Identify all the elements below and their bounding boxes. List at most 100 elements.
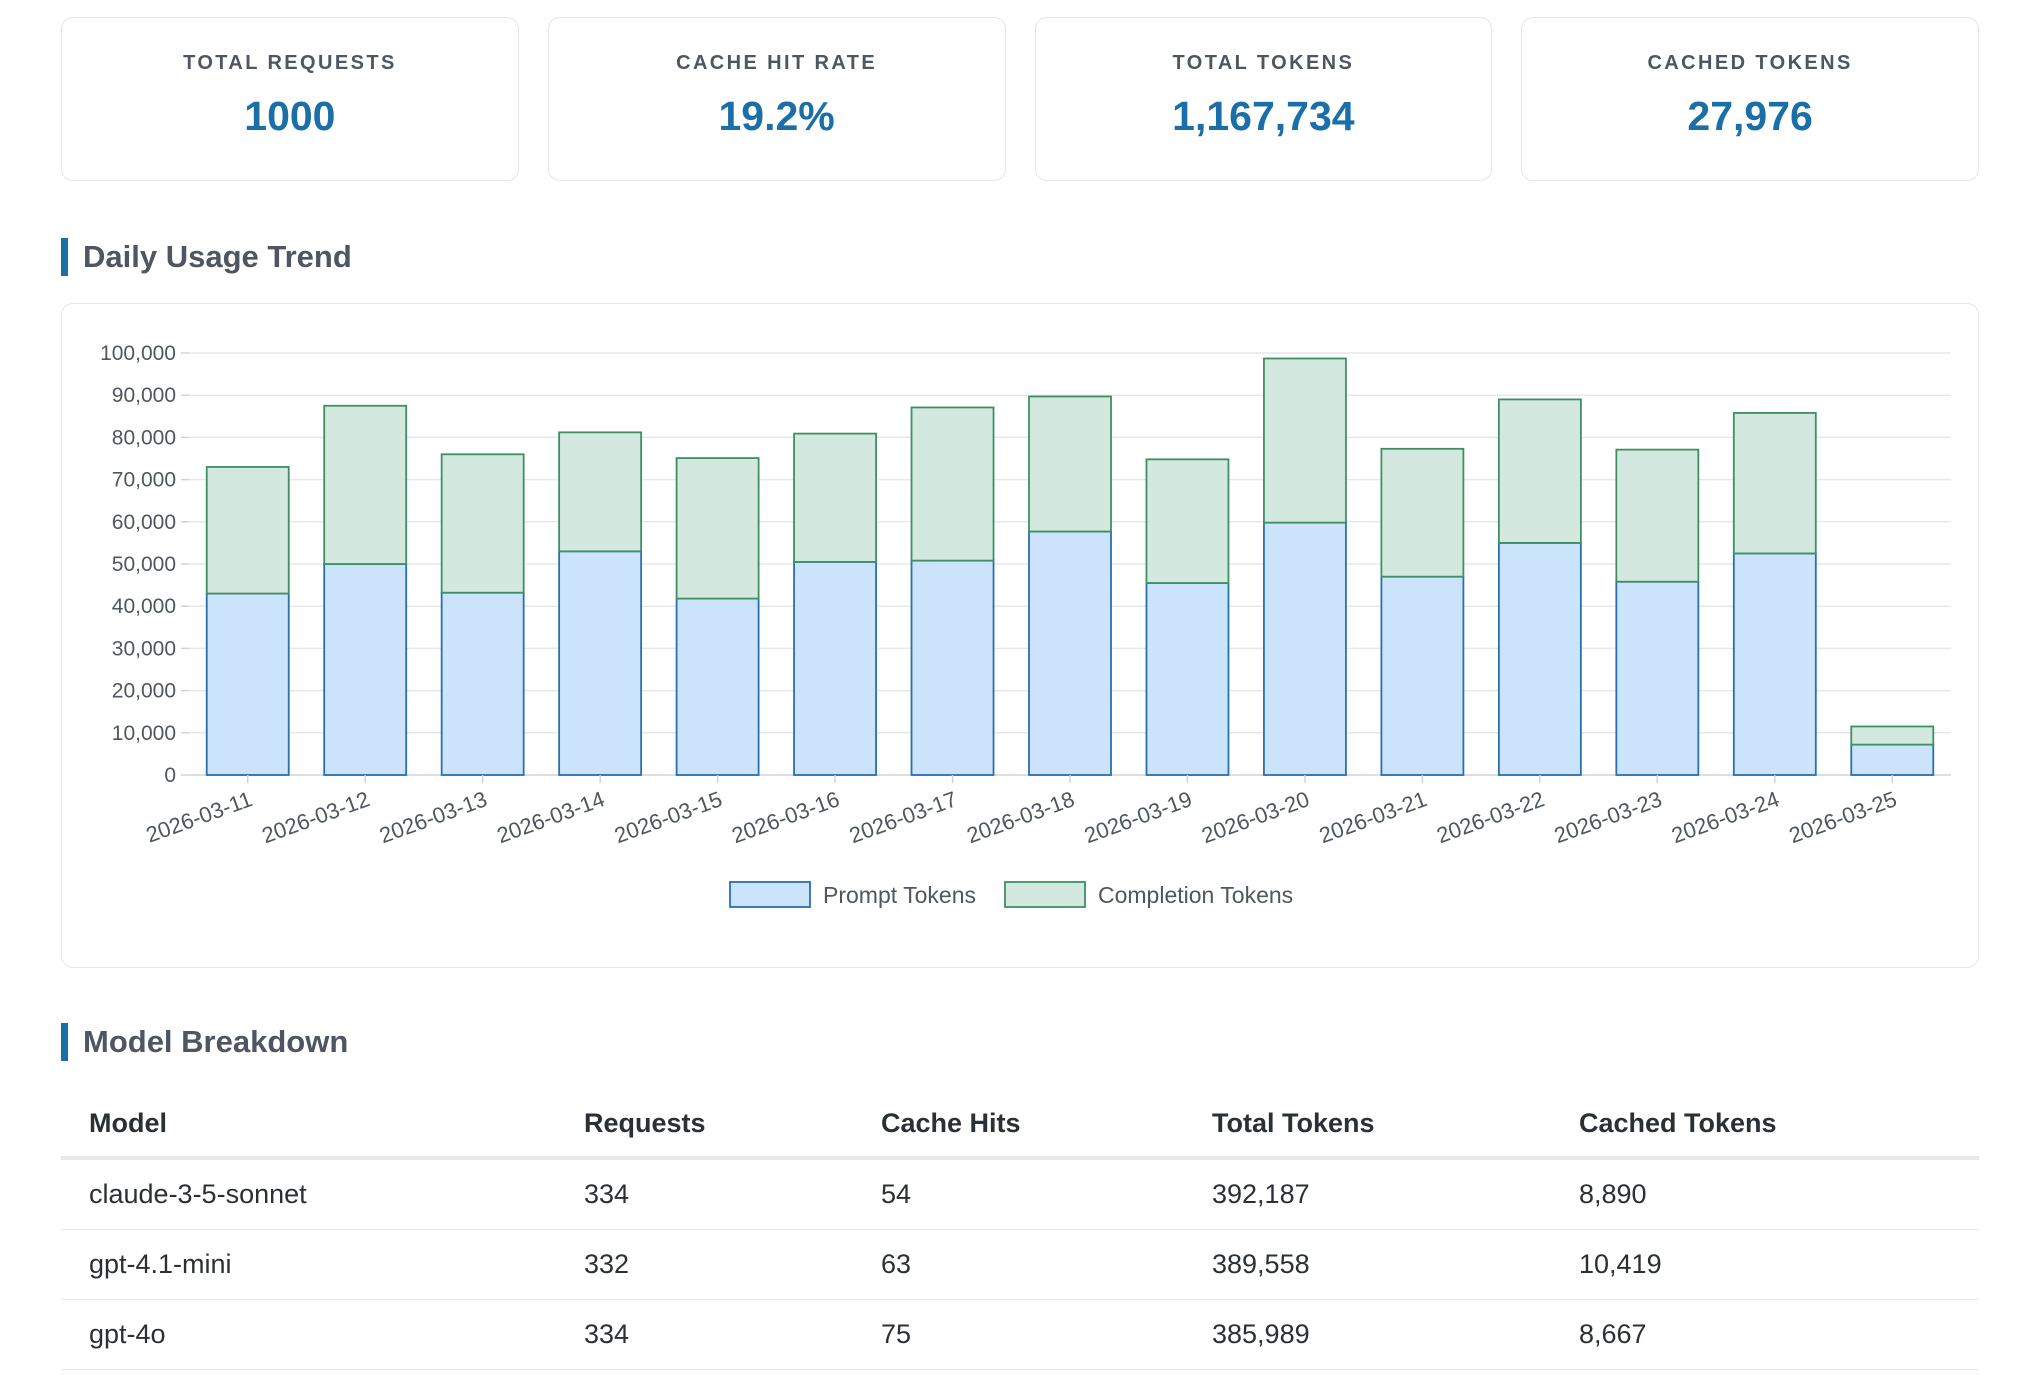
prompt-tokens-bar <box>1850 743 1935 776</box>
stat-value: 1000 <box>244 93 336 139</box>
completion-tokens-bar <box>1380 447 1465 578</box>
daily-usage-chart: 0 10,000 20,000 30,000 40,000 50,000 60,000 70,… <box>61 303 1979 968</box>
heading-accent-bar <box>61 1023 68 1061</box>
y-tick-label: 90,000 <box>112 384 176 407</box>
cell-total-tokens: 385,989 <box>1212 1319 1310 1349</box>
y-tick-label: 0 <box>164 764 176 787</box>
x-tick-label: 2026-03-11 <box>143 786 256 847</box>
daily-usage-title: Daily Usage Trend <box>83 239 352 274</box>
cell-total-tokens: 389,558 <box>1212 1249 1310 1279</box>
table-row: claude-3-5-sonnet 334 54 392,187 8,890 <box>61 1160 1979 1230</box>
prompt-tokens-bar <box>1380 575 1465 776</box>
stat-label: CACHED TOKENS <box>1647 52 1853 74</box>
stat-cards: TOTAL REQUESTS 1000 CACHE HIT RATE 19.2%… <box>61 17 1979 181</box>
cell-requests: 332 <box>584 1249 630 1279</box>
stat-label: TOTAL REQUESTS <box>183 52 397 74</box>
x-tick-label: 2026-03-24 <box>1668 786 1782 848</box>
model-breakdown-title: Model Breakdown <box>83 1024 349 1059</box>
cell-cache-hits: 54 <box>881 1179 912 1209</box>
prompt-tokens-bar <box>793 560 877 776</box>
legend-swatch-prompt <box>729 881 811 908</box>
prompt-tokens-bar <box>1028 530 1112 776</box>
prompt-tokens-bar <box>1615 580 1700 776</box>
x-tick-label: 2026-03-17 <box>846 786 960 848</box>
y-tick-label: 80,000 <box>112 426 176 449</box>
legend-label-completion: Completion Tokens <box>1098 882 1293 908</box>
stat-card-total-tokens: TOTAL TOKENS 1,167,734 <box>1034 17 1493 181</box>
stat-card-cache-hit-rate: CACHE HIT RATE 19.2% <box>547 17 1006 181</box>
x-tick-label: 2026-03-15 <box>611 786 725 848</box>
completion-tokens-bar <box>793 432 877 563</box>
chart-svg: 0 10,000 20,000 30,000 40,000 50,000 60,000 70,… <box>100 342 1951 908</box>
y-tick-label: 10,000 <box>112 722 176 745</box>
cell-cached-tokens: 8,667 <box>1579 1319 1647 1349</box>
completion-tokens-bar <box>1263 357 1347 524</box>
table-header-row: Model Requests Cache Hits Total Tokens C… <box>61 1090 1979 1160</box>
completion-tokens-bar <box>1732 412 1817 555</box>
x-tick-label: 2026-03-25 <box>1786 786 1900 848</box>
completion-tokens-bar <box>1615 448 1700 583</box>
cell-requests: 334 <box>584 1179 630 1209</box>
y-tick-label: 70,000 <box>112 469 176 492</box>
cell-cached-tokens: 10,419 <box>1579 1249 1662 1279</box>
model-breakdown-heading: Model Breakdown <box>61 1023 348 1061</box>
header-cache-hits[interactable]: Cache Hits <box>881 1107 1021 1138</box>
header-requests[interactable]: Requests <box>584 1107 706 1138</box>
stat-label: CACHE HIT RATE <box>676 52 878 74</box>
y-tick-label: 100,000 <box>100 342 176 365</box>
cell-total-tokens: 392,187 <box>1212 1179 1310 1209</box>
stat-value: 1,167,734 <box>1172 93 1355 139</box>
stat-value: 19.2% <box>718 93 835 139</box>
prompt-tokens-bar <box>558 550 643 776</box>
x-tick-label: 2026-03-18 <box>963 786 1077 848</box>
prompt-tokens-bar <box>440 591 525 776</box>
cell-cache-hits: 63 <box>881 1249 912 1279</box>
prompt-tokens-bar <box>675 597 760 776</box>
stat-label: TOTAL TOKENS <box>1172 52 1355 74</box>
legend-swatch-completion <box>1004 881 1086 908</box>
heading-accent-bar <box>61 238 68 276</box>
completion-tokens-bar <box>1145 458 1230 584</box>
table-row: gpt-4o 334 75 385,989 8,667 <box>61 1300 1979 1370</box>
y-tick-label: 60,000 <box>112 511 176 534</box>
completion-tokens-bar <box>675 457 760 600</box>
completion-tokens-bar <box>440 453 525 594</box>
prompt-tokens-bar <box>1145 582 1230 776</box>
x-tick-label: 2026-03-16 <box>728 786 842 848</box>
prompt-tokens-bar <box>205 592 290 776</box>
cell-cache-hits: 75 <box>881 1319 912 1349</box>
daily-usage-heading: Daily Usage Trend <box>61 238 352 276</box>
completion-tokens-bar <box>558 431 643 553</box>
cell-model: gpt-4.1-mini <box>89 1249 232 1279</box>
prompt-tokens-bar <box>1732 552 1817 776</box>
x-tick-label: 2026-03-21 <box>1316 786 1430 848</box>
stat-card-total-requests: TOTAL REQUESTS 1000 <box>61 17 519 181</box>
x-tick-label: 2026-03-23 <box>1551 786 1665 848</box>
header-total-tokens[interactable]: Total Tokens <box>1212 1107 1375 1138</box>
header-cached-tokens[interactable]: Cached Tokens <box>1579 1107 1777 1138</box>
cell-model: gpt-4o <box>89 1319 166 1349</box>
y-tick-label: 40,000 <box>112 595 176 618</box>
stat-card-cached-tokens: CACHED TOKENS 27,976 <box>1521 17 1979 181</box>
x-tick-label: 2026-03-22 <box>1433 786 1547 848</box>
model-breakdown-table: Model Requests Cache Hits Total Tokens C… <box>61 1090 1979 1370</box>
cell-model: claude-3-5-sonnet <box>89 1179 307 1209</box>
y-tick-label: 20,000 <box>112 680 176 703</box>
completion-tokens-bar <box>323 404 408 565</box>
prompt-tokens-bar <box>1263 521 1347 776</box>
cell-requests: 334 <box>584 1319 630 1349</box>
header-model[interactable]: Model <box>89 1107 167 1138</box>
completion-tokens-bar <box>205 466 290 595</box>
prompt-tokens-bar <box>323 563 408 776</box>
prompt-tokens-bar <box>910 559 995 776</box>
completion-tokens-bar <box>910 406 995 562</box>
cell-cached-tokens: 8,890 <box>1579 1179 1647 1209</box>
x-tick-label: 2026-03-13 <box>376 786 490 848</box>
x-tick-label: 2026-03-20 <box>1198 786 1312 848</box>
x-tick-label: 2026-03-12 <box>259 786 373 848</box>
table-row: gpt-4.1-mini 332 63 389,558 10,419 <box>61 1230 1979 1300</box>
y-tick-label: 50,000 <box>112 553 176 576</box>
completion-tokens-bar <box>1497 398 1582 544</box>
prompt-tokens-bar <box>1497 541 1582 776</box>
x-tick-label: 2026-03-19 <box>1081 786 1195 848</box>
